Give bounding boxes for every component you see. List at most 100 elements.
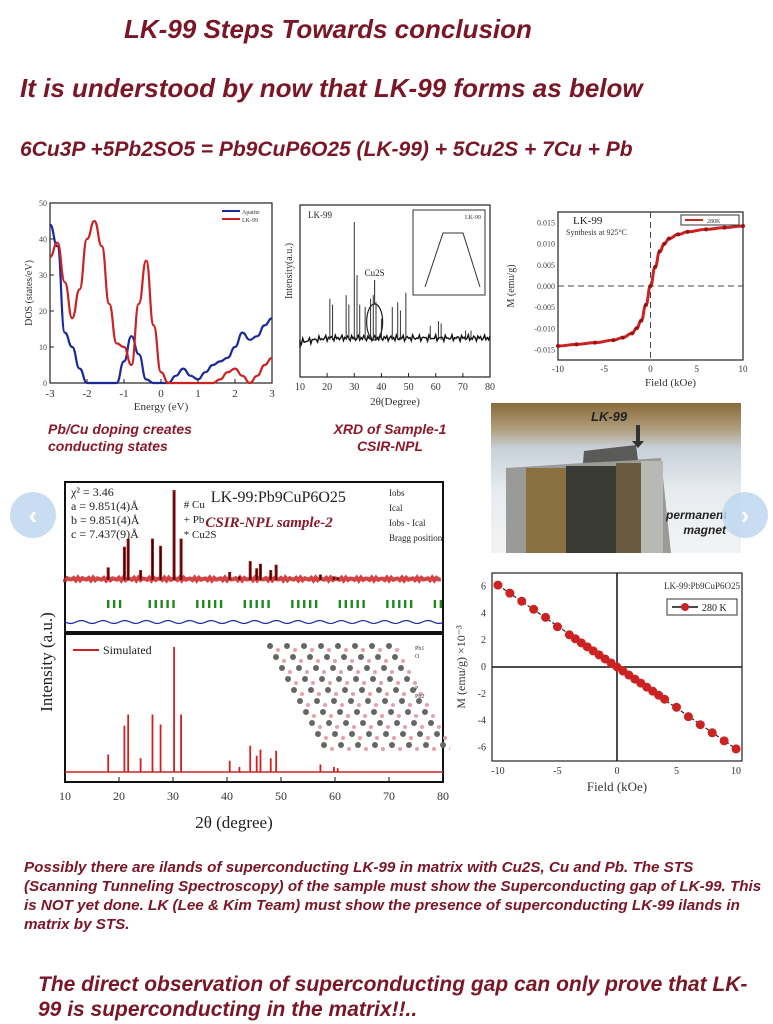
svg-text:-3: -3 (45, 388, 55, 400)
dos-chart: -3 -2 -1 0 1 2 3 0 10 20 30 40 50 Energy (eV) DOS (sta… (20, 195, 280, 420)
svg-text:-5: -5 (553, 766, 561, 777)
svg-text:Cu2S: Cu2S (365, 268, 385, 278)
svg-text:2: 2 (232, 388, 238, 400)
svg-text:20: 20 (322, 382, 332, 393)
svg-text:Synthesis at 925°C: Synthesis at 925°C (566, 228, 627, 237)
svg-text:20: 20 (39, 307, 47, 316)
svg-text:Intensity (a.u.): Intensity (a.u.) (37, 612, 56, 712)
svg-text:DOS (states/eV): DOS (states/eV) (24, 260, 35, 326)
svg-text:Field (kOe): Field (kOe) (587, 779, 647, 794)
carousel-next-button[interactable]: › (722, 492, 768, 538)
svg-text:30: 30 (349, 382, 359, 393)
svg-text:Pb1: Pb1 (415, 646, 424, 652)
conclusion-text: The direct observation of superconductin… (38, 973, 748, 1021)
svg-text:Simulated: Simulated (103, 643, 152, 657)
svg-text:60: 60 (329, 789, 341, 803)
body-paragraph: Possibly there are ilands of superconduc… (24, 859, 762, 933)
svg-text:-2: -2 (82, 388, 91, 400)
svg-text:0: 0 (43, 379, 47, 388)
svg-text:# Cu: # Cu (184, 499, 206, 511)
svg-text:Apatite: Apatite (242, 210, 260, 216)
svg-text:3: 3 (269, 388, 275, 400)
svg-text:LK-99:Pb9CuP6O25: LK-99:Pb9CuP6O25 (664, 581, 741, 591)
chevron-left-icon: ‹ (28, 499, 38, 530)
svg-text:40: 40 (376, 382, 386, 393)
reaction-equation: 6Cu3P +5Pb2SO5 = Pb9CuP6O25 (LK-99) + 5C… (20, 138, 633, 161)
svg-text:a = 9.851(4)Å: a = 9.851(4)Å (71, 499, 139, 513)
svg-text:5: 5 (674, 766, 679, 777)
svg-text:LK-99: LK-99 (242, 218, 258, 224)
svg-text:-0.015: -0.015 (534, 345, 555, 354)
svg-text:b = 9.851(4)Å: b = 9.851(4)Å (71, 513, 140, 527)
svg-text:-5: -5 (601, 364, 609, 374)
svg-text:70: 70 (458, 382, 468, 393)
svg-text:0.000: 0.000 (537, 282, 555, 291)
svg-text:5: 5 (695, 364, 700, 374)
svg-text:10: 10 (739, 364, 749, 374)
page-title: LK-99 Steps Towards conclusion (124, 14, 532, 44)
dos-caption: Pb/Cu doping creates conducting states (48, 421, 192, 454)
rietveld-xrd-sample2-chart: χ² = 3.46 a = 9.851(4)Å b = 9.851(4)Å c = 7… (30, 478, 453, 840)
svg-text:10: 10 (731, 766, 741, 777)
svg-text:-2: -2 (478, 689, 486, 700)
svg-text:Pb2: Pb2 (415, 694, 424, 700)
svg-text:30: 30 (39, 271, 47, 280)
page-subtitle: It is understood by now that LK-99 forms… (20, 73, 643, 103)
svg-text:-10: -10 (552, 364, 564, 374)
svg-text:1: 1 (195, 388, 201, 400)
svg-text:70: 70 (383, 789, 395, 803)
svg-text:Intensity(a.u.): Intensity(a.u.) (284, 243, 295, 299)
svg-text:0: 0 (615, 766, 620, 777)
svg-text:Iobs: Iobs (389, 488, 405, 498)
svg-text:Field (kOe): Field (kOe) (645, 377, 696, 389)
svg-text:-4: -4 (478, 716, 486, 727)
svg-text:P: P (415, 686, 419, 692)
svg-text:50: 50 (404, 382, 414, 393)
svg-text:-0.005: -0.005 (534, 303, 555, 312)
svg-text:50: 50 (275, 789, 287, 803)
svg-text:M (emu/g) ×10⁻³: M (emu/g) ×10⁻³ (454, 625, 468, 709)
svg-text:c = 7.437(9)Å: c = 7.437(9)Å (71, 527, 139, 541)
photo-label-lk99: LK-99 (591, 409, 628, 424)
svg-text:+ Pb: + Pb (184, 514, 205, 526)
sample-on-magnet-photo: LK-99 permanent magnet (491, 403, 741, 553)
svg-text:LK-99: LK-99 (573, 215, 603, 227)
svg-text:CSIR-NPL sample-2: CSIR-NPL sample-2 (205, 515, 333, 531)
svg-text:Bragg position: Bragg position (389, 533, 443, 543)
svg-text:LK-99: LK-99 (465, 215, 481, 221)
svg-text:Energy (eV): Energy (eV) (134, 401, 189, 413)
svg-text:χ² = 3.46: χ² = 3.46 (70, 485, 114, 499)
svg-text:2θ(Degree): 2θ(Degree) (370, 396, 420, 408)
svg-text:O: O (415, 654, 420, 660)
svg-text:40: 40 (39, 235, 47, 244)
chevron-right-icon: › (740, 499, 750, 530)
svg-text:* Cu2S: * Cu2S (184, 529, 217, 541)
svg-text:0.015: 0.015 (537, 219, 555, 228)
svg-text:6: 6 (481, 581, 486, 592)
svg-text:-10: -10 (491, 766, 504, 777)
svg-text:2: 2 (481, 635, 486, 646)
svg-text:280K: 280K (707, 219, 721, 225)
svg-text:20: 20 (113, 789, 125, 803)
svg-text:0: 0 (481, 662, 486, 673)
carousel-prev-button[interactable]: ‹ (10, 492, 56, 538)
svg-text:Ical: Ical (389, 503, 403, 513)
photo-label-magnet: permanent magnet (666, 508, 726, 537)
svg-text:10: 10 (59, 789, 71, 803)
svg-text:-0.010: -0.010 (534, 324, 555, 333)
svg-text:2θ (degree): 2θ (degree) (195, 813, 273, 832)
svg-text:10: 10 (39, 343, 47, 352)
svg-text:50: 50 (39, 199, 47, 208)
svg-text:80: 80 (485, 382, 495, 393)
svg-text:M (emu/g): M (emu/g) (506, 264, 517, 307)
svg-text:60: 60 (431, 382, 441, 393)
svg-text:280 K: 280 K (702, 603, 728, 614)
svg-text:30: 30 (167, 789, 179, 803)
magnetization-280k-chart: -10 -5 0 5 10 -6 -4 -2 0 2 4 6 Field (kOe) M (emu/g) … (450, 565, 770, 800)
svg-text:4: 4 (481, 608, 486, 619)
xrd-caption: XRD of Sample-1 CSIR-NPL (333, 421, 447, 454)
svg-text:0: 0 (158, 388, 164, 400)
svg-text:80: 80 (437, 789, 449, 803)
svg-text:-1: -1 (119, 388, 128, 400)
magnetization-925c-chart: -10 -5 0 5 10 -0.015 -0.010 -0.005 0.000 0.005 0.0… (500, 200, 760, 390)
